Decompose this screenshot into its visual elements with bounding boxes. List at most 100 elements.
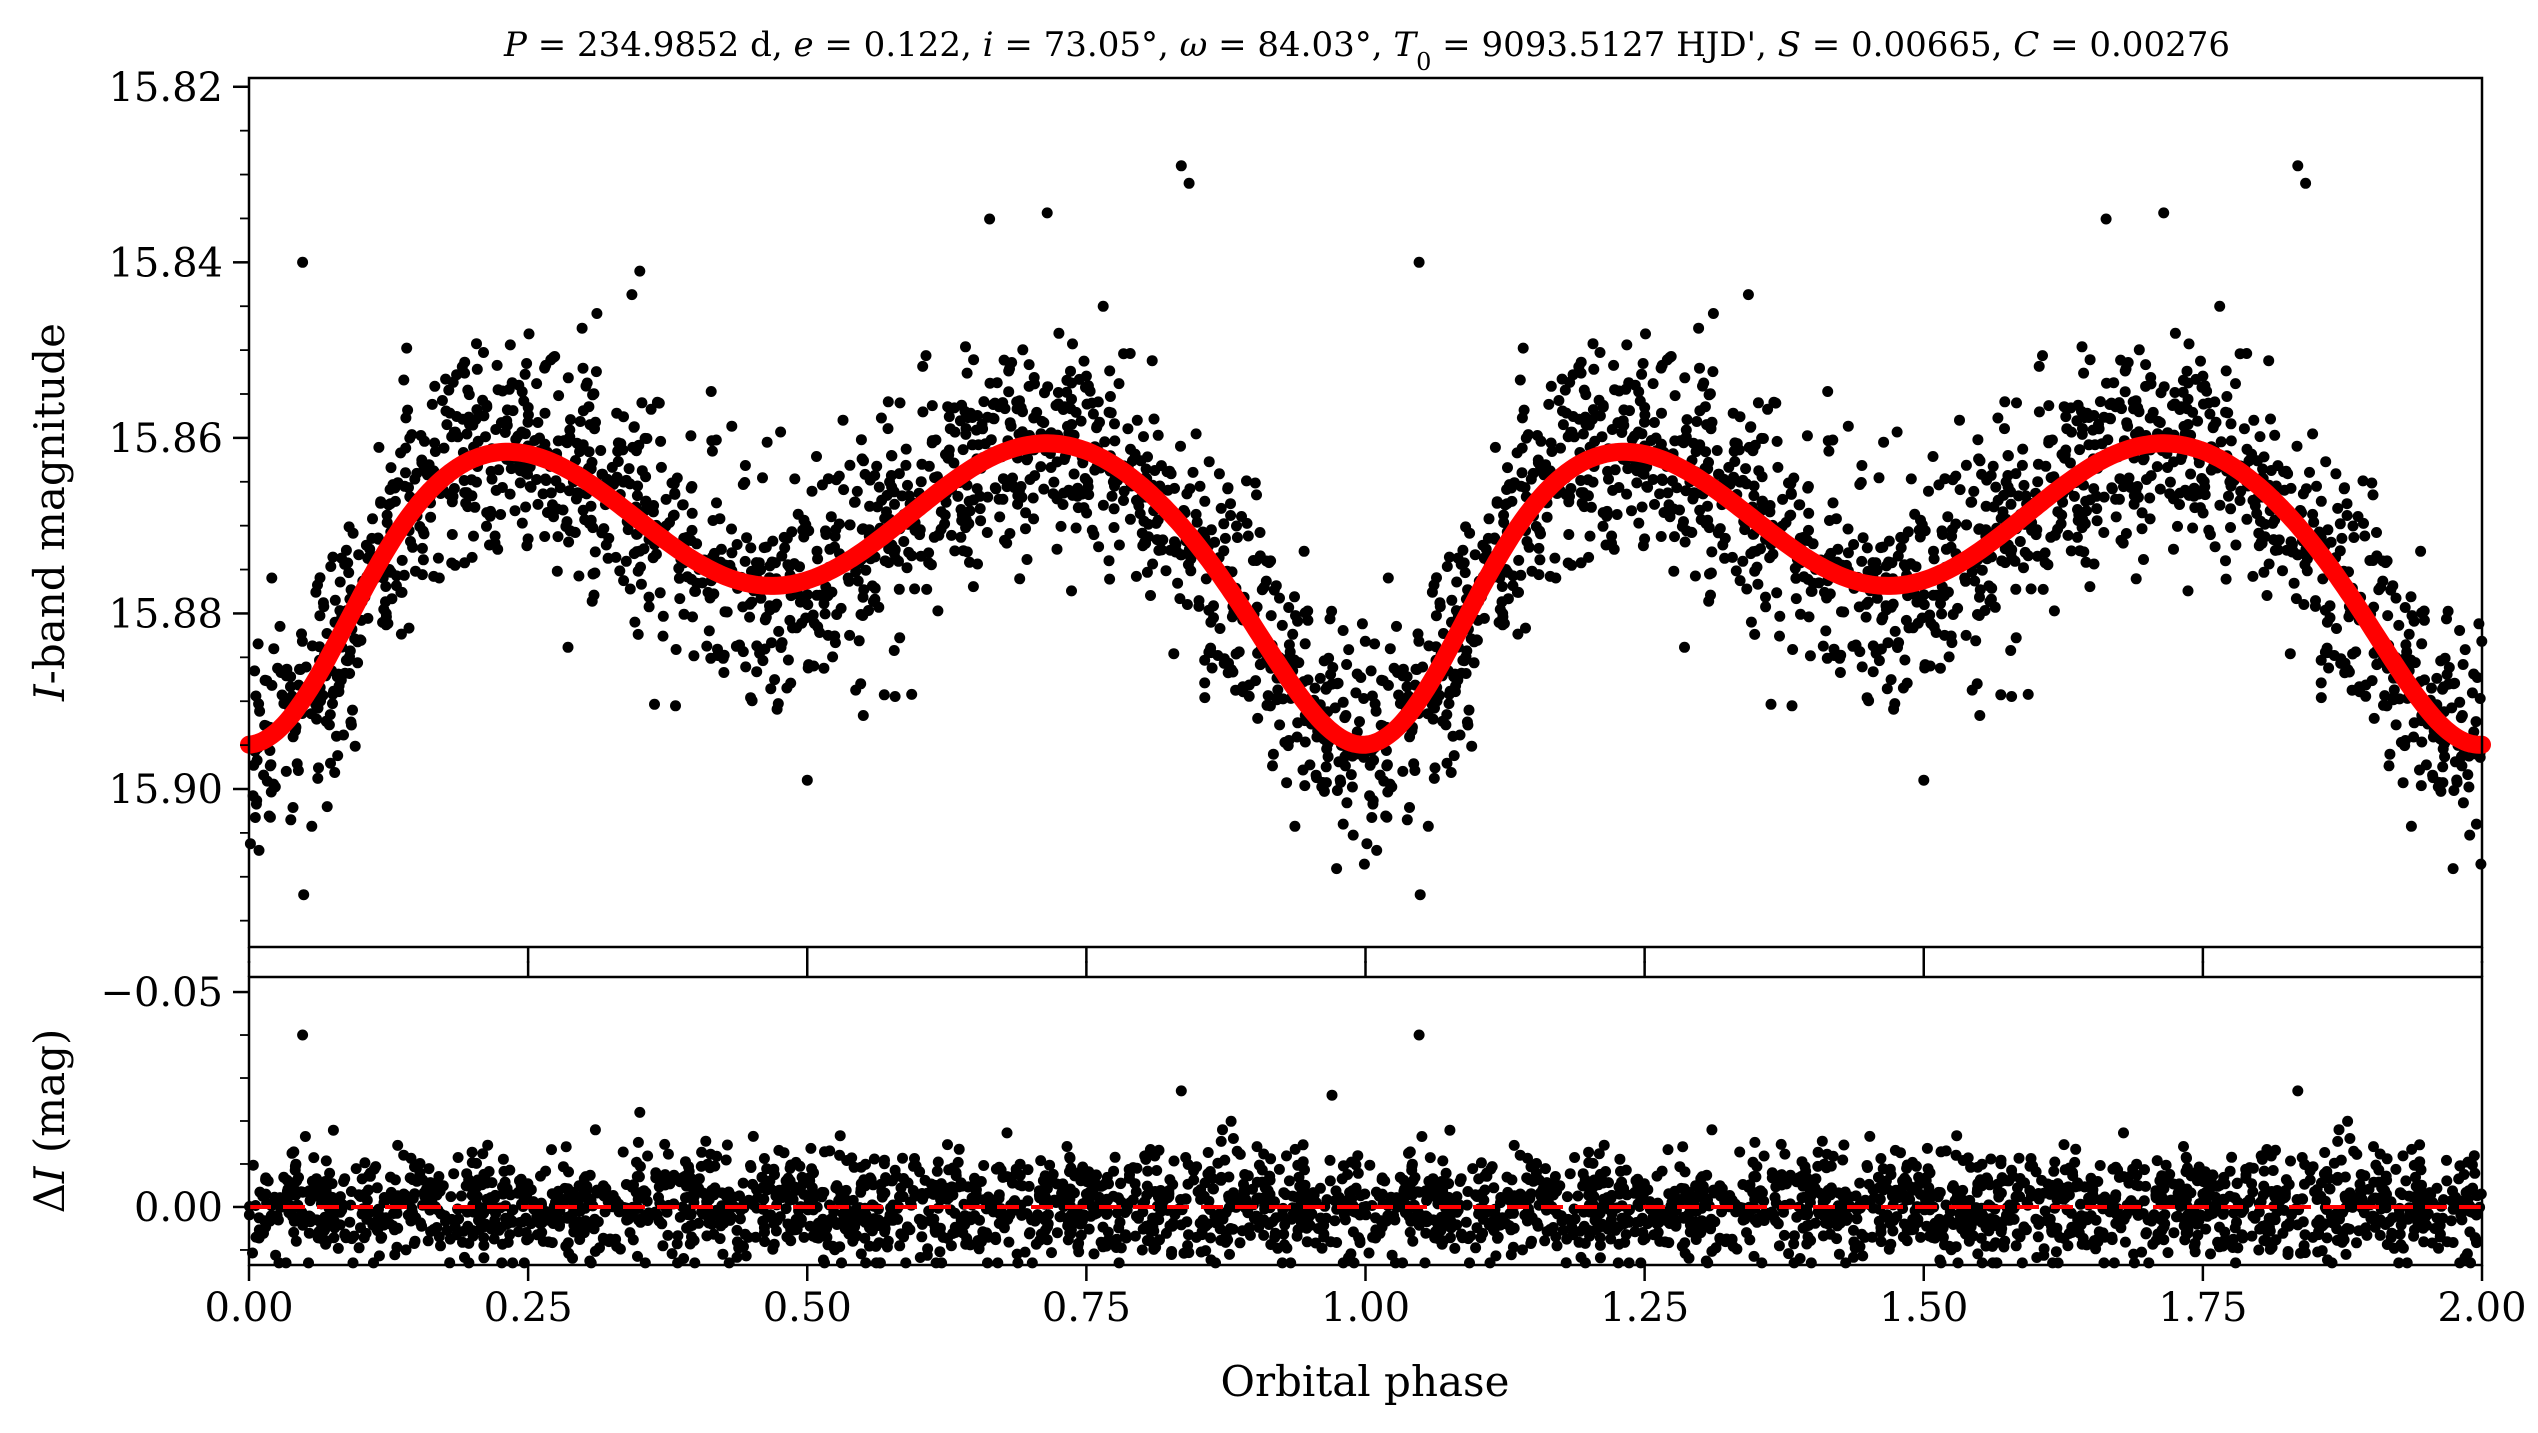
residual-point [1734,1147,1745,1158]
data-point [854,635,865,646]
data-point [1823,435,1834,446]
data-point [563,642,574,653]
residual-point [1216,1136,1227,1147]
residual-point [1438,1235,1449,1246]
data-point [396,629,407,640]
data-point [1243,531,1254,542]
data-point [1132,415,1143,426]
data-point [1588,404,1599,415]
data-point [1666,351,1677,362]
data-point [1340,760,1351,771]
residual-point [1317,1243,1328,1254]
data-point [1149,414,1160,425]
residual-point [1706,1124,1717,1135]
data-point [674,593,685,604]
residual-point [879,1155,890,1166]
data-point [1382,787,1393,798]
data-point [2442,669,2453,680]
data-point [1409,765,1420,776]
data-point [924,461,935,472]
data-point [520,369,531,380]
data-point [520,467,531,478]
residual-point [1492,1233,1503,1244]
data-point [1743,289,1754,300]
data-point [949,545,960,556]
data-point [1460,521,1471,532]
data-point [1961,460,1972,471]
residual-point [1461,1217,1472,1228]
data-point [2344,667,2355,678]
data-point [2076,406,2087,417]
data-point [1757,471,1768,482]
data-point [2267,518,2278,529]
data-point [670,700,681,711]
data-point [1764,552,1775,563]
data-point [2101,214,2112,225]
residual-point [663,1149,674,1160]
data-point [1857,661,1868,672]
residual-point [2095,1160,2106,1171]
data-point [1361,838,1372,849]
data-point [2187,523,2198,534]
data-point [1231,521,1242,532]
residual-point [1572,1191,1583,1202]
data-point [1371,845,1382,856]
data-point [1429,703,1440,714]
data-point [539,531,550,542]
residual-point [1724,1190,1735,1201]
data-point [1232,532,1243,543]
data-point [687,508,698,519]
data-point [960,341,971,352]
y-tick-label: 15.82 [108,65,223,111]
data-point [917,361,928,372]
data-point [1635,396,1646,407]
data-point [1771,587,1782,598]
data-point [1131,571,1142,582]
data-point [1890,626,1901,637]
data-point [2307,428,2318,439]
data-point [2122,421,2133,432]
data-point [1442,561,1453,572]
data-point [2184,338,2195,349]
data-point [1315,673,1326,684]
residual-point [2014,1153,2025,1164]
data-point [558,505,569,516]
data-point [2316,677,2327,688]
data-point [1913,618,1924,629]
data-point [819,598,830,609]
data-point [2203,525,2214,536]
data-point [968,581,979,592]
data-point [1263,690,1274,701]
residual-point [2214,1222,2225,1233]
data-point [2032,476,2043,487]
data-point [2460,644,2471,655]
data-point [1854,601,1865,612]
data-point [1621,339,1632,350]
data-point [1451,577,1462,588]
data-point [1854,646,1865,657]
data-point [1656,408,1667,419]
data-point [2347,649,2358,660]
data-point [1638,358,1649,369]
data-point [1638,540,1649,551]
data-point [1414,257,1425,268]
data-point [497,386,508,397]
data-point [1858,532,1869,543]
data-point [355,634,366,645]
top-y-axis-label: I-band magnitude [25,323,74,702]
data-point [1006,421,1017,432]
data-point [1588,477,1599,488]
data-point [2138,554,2149,565]
data-point [2010,584,2021,595]
data-point [844,630,855,641]
residual-point [482,1140,493,1151]
data-point [722,607,733,618]
data-point [1104,555,1115,566]
data-point [1028,493,1039,504]
data-point [485,506,496,517]
data-point [1048,488,1059,499]
data-point [332,750,343,761]
data-point [1445,686,1456,697]
data-point [1020,507,1031,518]
data-point [2416,638,2427,649]
